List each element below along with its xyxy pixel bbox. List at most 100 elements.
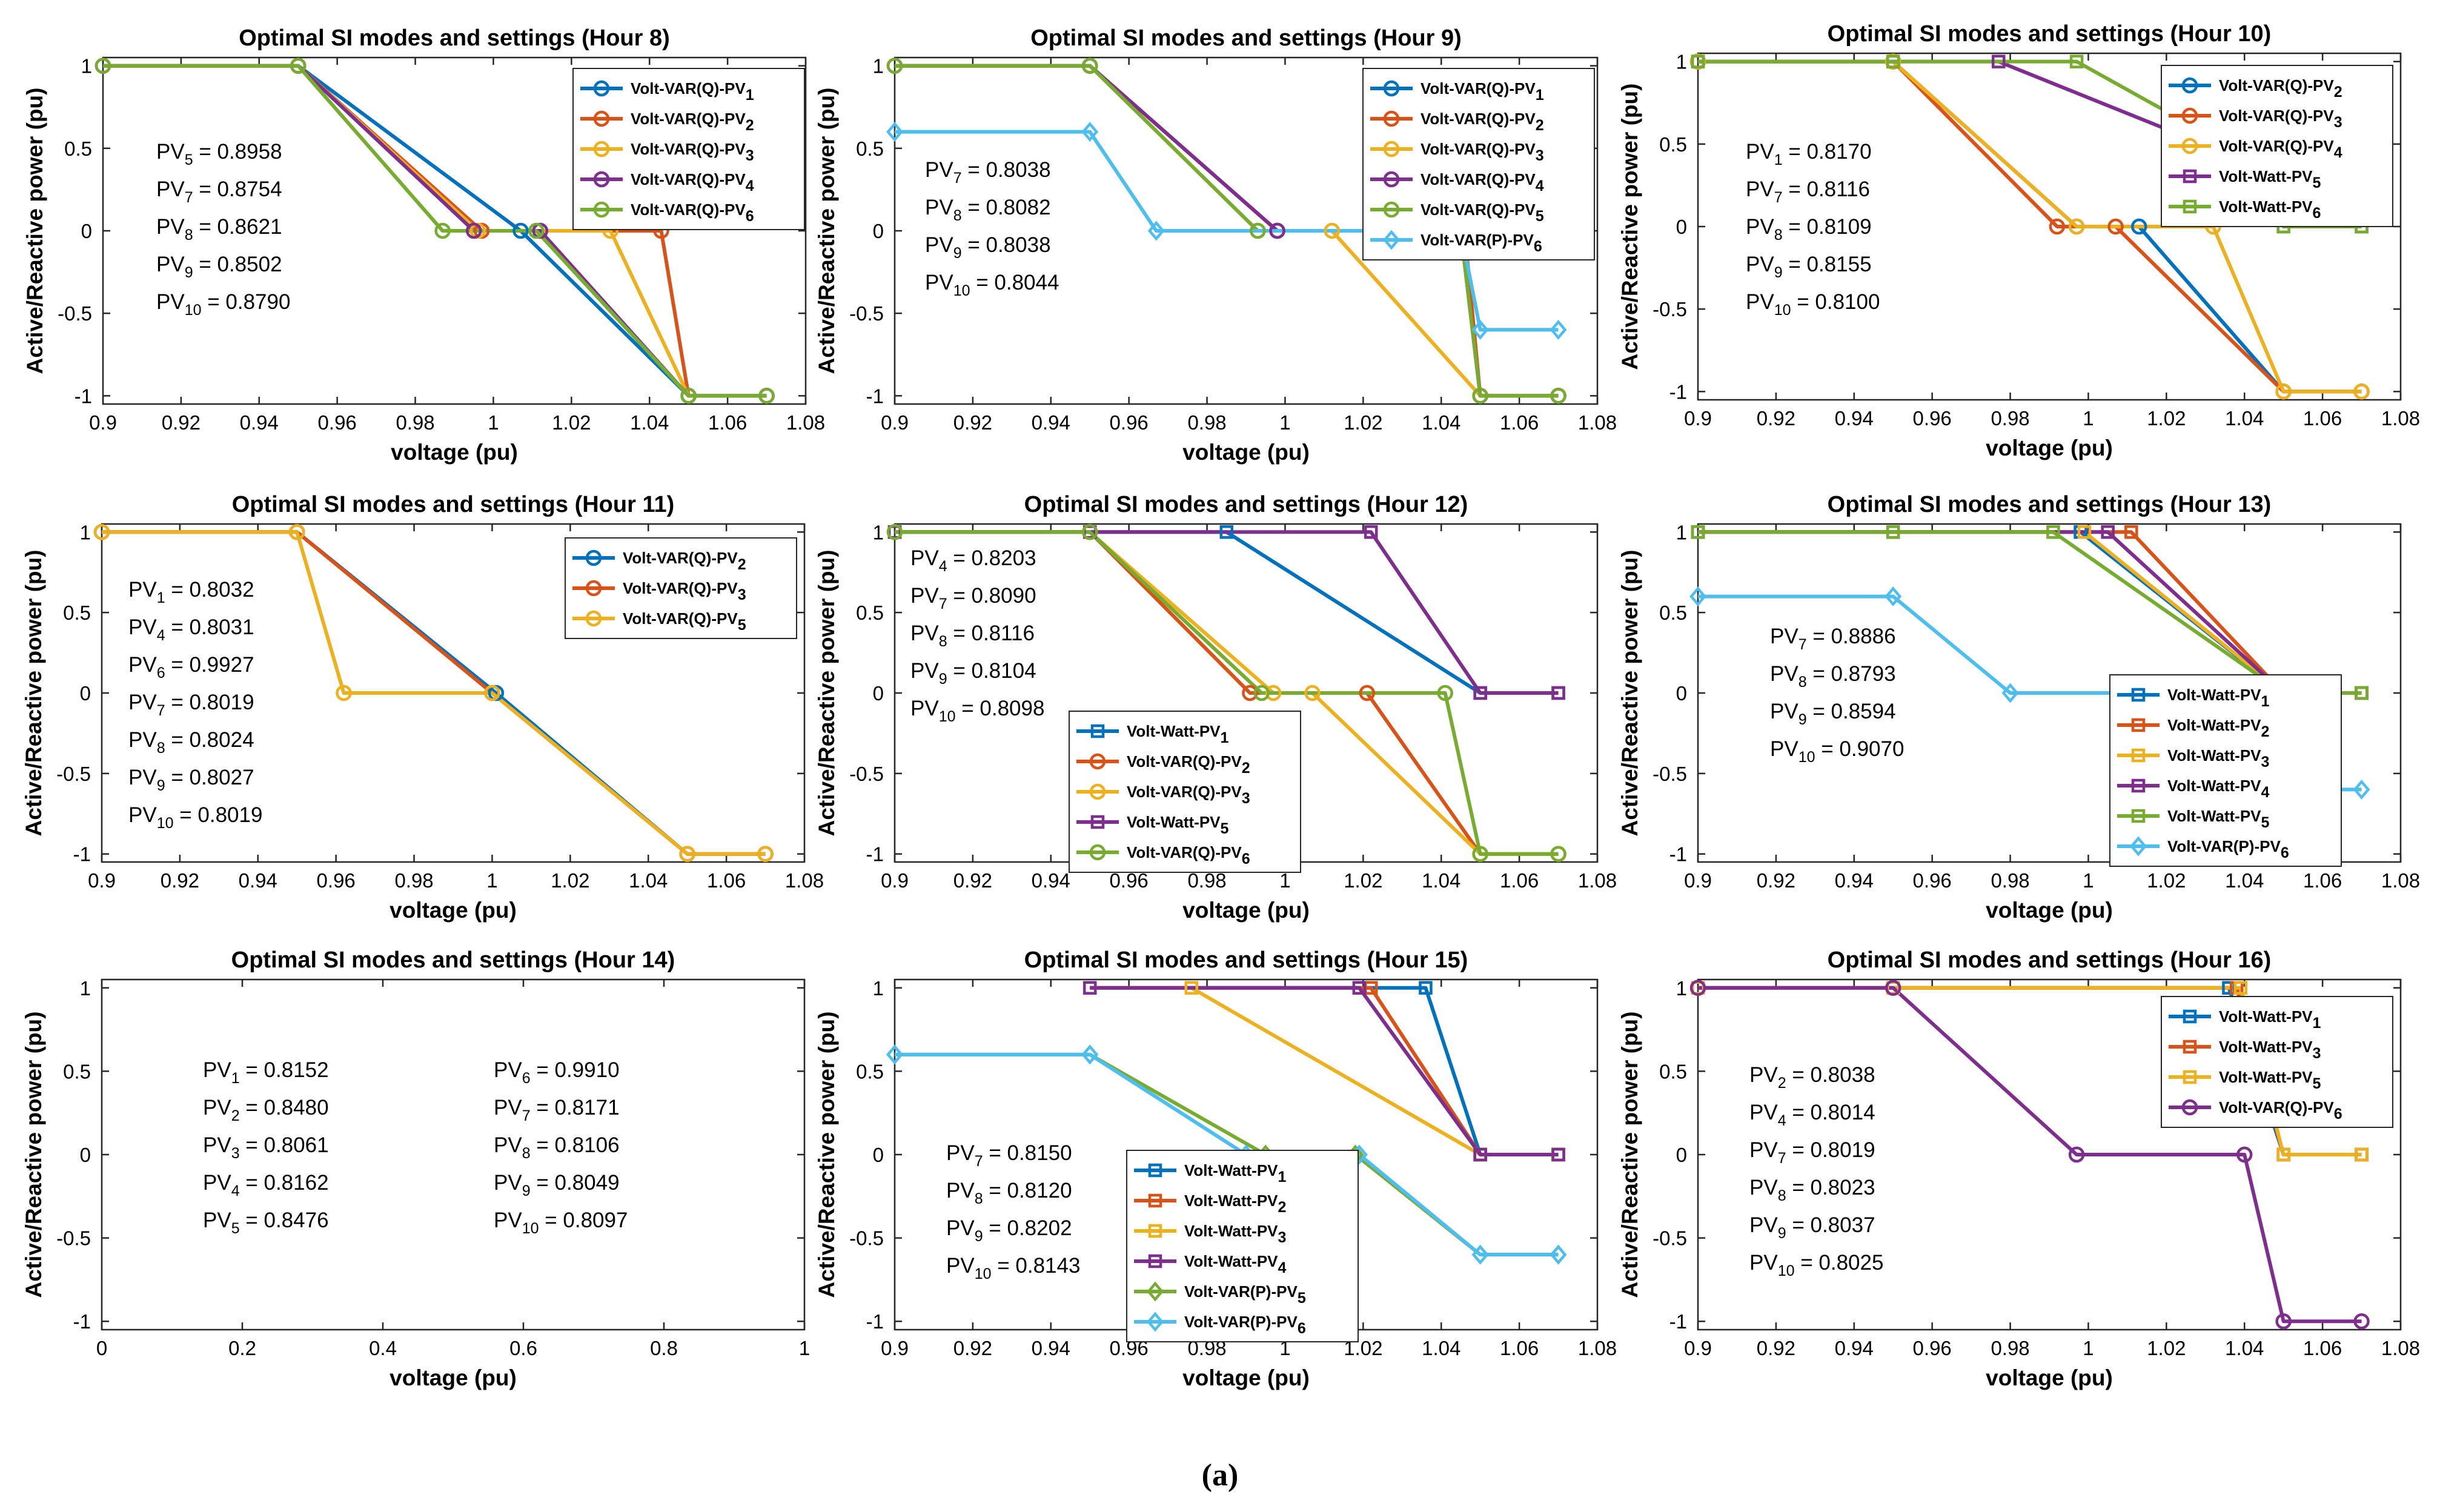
legend-entry-sub: 3 [1242,790,1250,807]
x-tick-label: 0.94 [239,869,277,892]
annotation-setting: PV9 = 0.8037 [1749,1213,1875,1242]
y-tick-label: 1 [80,977,91,1000]
annotation-setting-main: PV [910,659,939,683]
data-point [2355,1147,2369,1162]
legend-entry: Volt-VAR(Q)-PV2 [2219,76,2342,101]
x-tick-label: 0.94 [1835,407,1874,429]
legend-entry-sub: 2 [1242,760,1250,777]
x-tick-label: 1 [1279,411,1290,434]
data-point [1551,686,1565,700]
legend-entry: Volt-Watt-PV3 [1184,1222,1286,1246]
legend-entry-sub: 5 [1536,208,1544,225]
legend-entry: Volt-Watt-PV5 [2219,1068,2321,1092]
y-tick-label: -1 [1669,843,1687,866]
annotation-setting-main: PV [1770,737,1799,761]
legend-entry-main: Volt-VAR(Q)-PV [2219,1098,2334,1116]
legend-entry-main: Volt-Watt-PV [2167,746,2261,764]
annotation-setting: PV10 = 0.8790 [156,290,290,319]
data-point [1242,685,1258,701]
legend-swatch-marker [2131,688,2146,702]
legend-swatch-marker [1089,844,1106,861]
y-tick-label: -1 [1669,380,1687,403]
x-tick-label: 0.98 [1187,869,1226,892]
annotation-setting-main: PV [910,546,939,570]
data-point [1265,685,1282,701]
annotation-setting-value: = 0.8120 [983,1179,1072,1202]
x-tick-label: 0.9 [881,869,909,892]
x-tick-label: 1.04 [629,869,668,892]
panel-hour-15: 0.9 0.92 0.94 0.96 0.98 1 1.02 1.04 1.06 1.0810.5… [814,947,1617,1390]
legend-entry-sub: 2 [1278,1199,1287,1216]
x-tick-label: 1.06 [1500,1337,1539,1359]
legend-entry: Volt-Watt-PV3 [2167,746,2269,771]
annotation-setting: PV5 = 0.8958 [156,140,282,168]
data-point [288,524,305,540]
annotation-setting: PV8 = 0.8116 [910,622,1035,650]
data-point [1691,55,1705,68]
y-axis-label: Active/Reactive power (pu) [814,1012,839,1298]
data-point [1352,981,1367,995]
x-tick-label: 1.06 [1500,411,1539,434]
x-axis-label: voltage (pu) [391,440,518,465]
panel-hour-16: 0.9 0.92 0.94 0.96 0.98 1 1.02 1.04 1.06 1.08 1 0.5… [1617,947,2420,1390]
legend-swatch-marker [585,549,602,566]
legend-swatch-marker [1089,753,1106,770]
legend-swatch-marker [2131,778,2146,793]
annotation-setting-sub: 5 [231,1220,240,1237]
annotation-setting-value: = 0.8793 [1807,662,1896,686]
y-tick-label: 0 [1676,216,1687,238]
x-tick-label: 1.04 [1422,869,1460,892]
y-tick-label: -0.5 [849,302,884,325]
legend-entry: Volt-VAR(Q)-PV3 [631,140,754,164]
x-axis-label: voltage (pu) [1182,1365,1310,1390]
annotation-setting-sub: 7 [157,702,165,719]
annotation-setting: PV9 = 0.8502 [156,253,282,281]
x-tick-label: 1.08 [2381,1337,2420,1359]
data-point [1551,1147,1565,1162]
annotation-setting-sub: 4 [231,1182,240,1199]
x-tick-label: 1.06 [2303,869,2342,892]
x-tick-label: 1.02 [2147,1337,2186,1359]
annotation-setting: PV6 = 0.9927 [128,653,254,681]
panel-hour-13: 0.9 0.92 0.94 0.96 0.98 1 1.02 1.04 1.06 1.08 1 0.5… [1617,492,2420,923]
legend-entry-main: Volt-Watt-PV [2167,777,2261,795]
x-tick-label: 1 [2083,1337,2094,1359]
legend-swatch-marker [2131,718,2146,732]
annotation-setting-main: PV [946,1141,975,1165]
y-tick-label: 1 [873,55,884,78]
annotation-setting-value: = 0.8032 [165,578,254,602]
annotation-setting-main: PV [910,622,939,645]
legend-entry-main: Volt-Watt-PV [1184,1161,1278,1179]
annotation-setting-main: PV [910,584,939,608]
annotation-setting: PV9 = 0.8202 [946,1216,1072,1245]
legend-entry: Volt-Watt-PV5 [2219,167,2321,191]
x-tick-label: 1.04 [1422,411,1460,434]
annotation-setting-value: = 0.8104 [947,659,1036,683]
annotation-setting-sub: 9 [1774,264,1783,281]
annotation-setting-sub: 9 [975,1228,983,1245]
legend-entry: Volt-Watt-PV1 [1184,1161,1287,1185]
annotation-setting-main: PV [156,177,185,201]
annotation-setting-sub: 9 [1778,1225,1786,1242]
annotation-setting-sub: 10 [522,1220,539,1237]
data-point [1472,388,1488,404]
legend-entry-main: Volt-VAR(Q)-PV [623,579,738,597]
series-line-volt-watt-pv4 [1090,986,1559,1156]
axes-frame [102,56,807,405]
axes-frame [1697,523,2402,863]
data-point [2355,686,2369,700]
data-point [1419,981,1433,995]
x-tick-label: 0.92 [1757,1337,1795,1359]
annotation-setting-sub: 9 [185,264,193,281]
y-tick-label: 1 [1676,977,1687,1000]
annotation-setting-value: = 0.8116 [947,622,1035,645]
annotation-setting-sub: 8 [1799,674,1807,691]
annotation-setting-main: PV [494,1171,522,1195]
annotation-setting: PV10 = 0.8098 [910,697,1044,725]
x-tick-label: 1.02 [2147,407,2186,429]
legend-entry-main: Volt-Watt-PV [2219,1068,2313,1086]
legend-entry-main: Volt-VAR(Q)-PV [1127,783,1242,801]
annotation-setting-value: = 0.8143 [992,1254,1081,1278]
data-point [336,685,352,701]
legend-entry-sub: 3 [1536,147,1544,164]
